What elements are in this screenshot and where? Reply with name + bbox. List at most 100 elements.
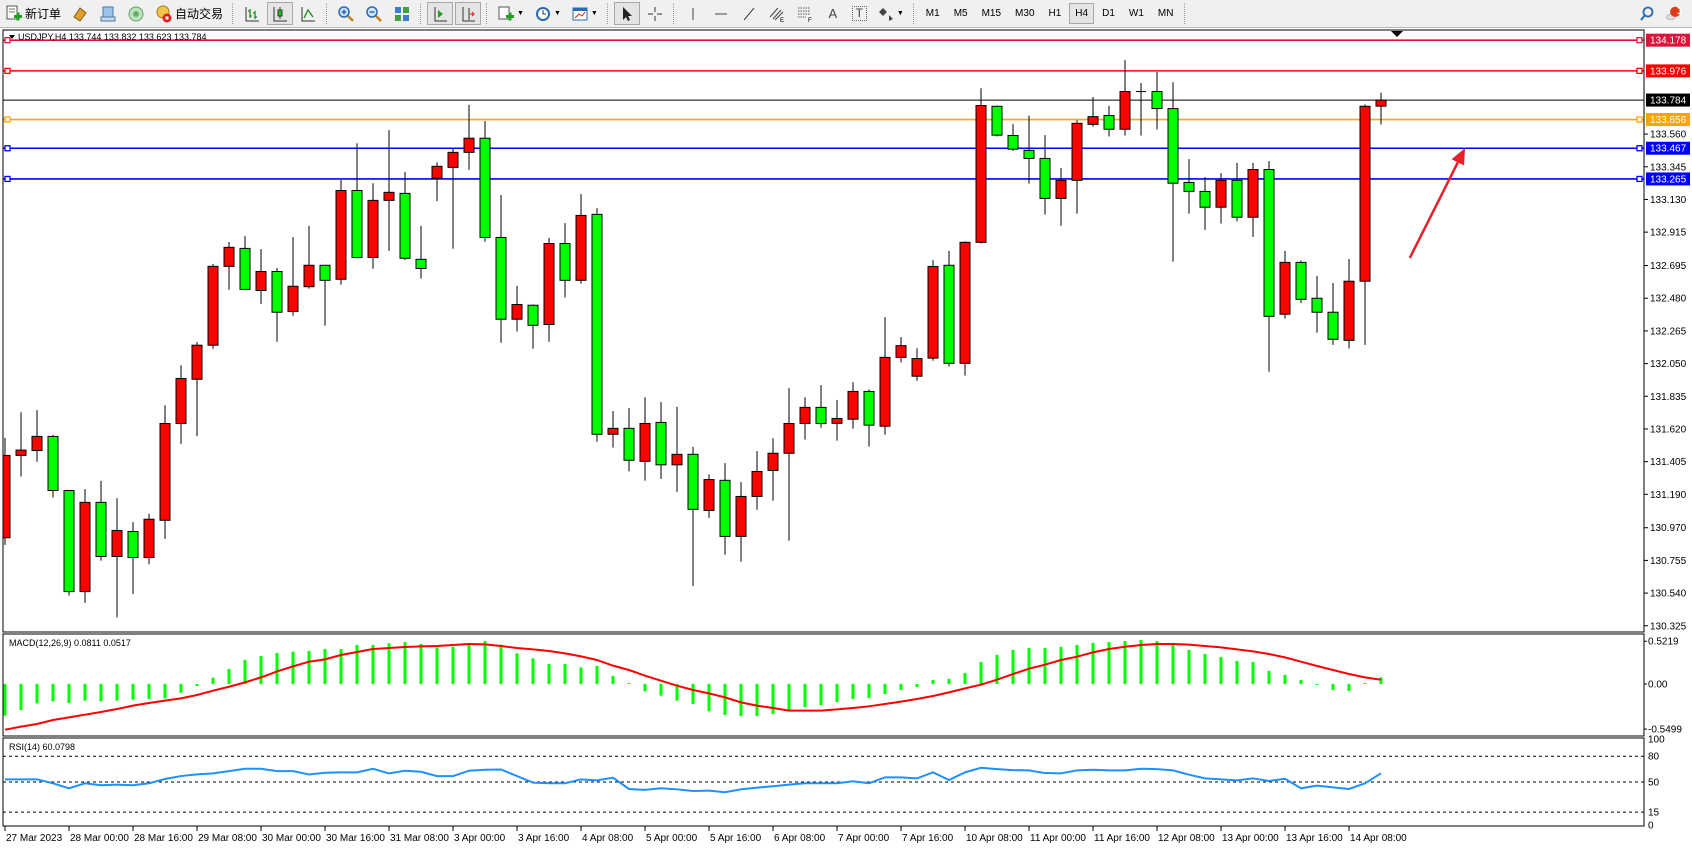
timeframe-m30[interactable]: M30 (1015, 8, 1035, 19)
line-handle-icon[interactable] (1636, 116, 1643, 123)
text-button[interactable]: A (820, 2, 846, 25)
zoom-out-icon (366, 5, 382, 22)
candle-body (1151, 91, 1163, 110)
price-chart[interactable]: 133.560 133.345 133.130 132.915 132.695 132.4… (0, 28, 1692, 849)
periods-button[interactable]: ▼ (530, 2, 565, 25)
zoom-out-button[interactable] (361, 2, 387, 25)
text-label-button[interactable]: T (848, 2, 871, 25)
price-tick-label: 130.325 (1650, 621, 1687, 632)
search-button[interactable] (1635, 2, 1659, 25)
time-label: 13 Apr 16:00 (1286, 833, 1343, 844)
line-handle-icon[interactable] (1636, 37, 1643, 44)
price-label: 133.784 (1650, 96, 1687, 107)
timeframe-h1[interactable]: H1 (1048, 8, 1062, 19)
candle-body (1295, 261, 1307, 300)
macd-histogram-bar (931, 679, 935, 685)
candle (1311, 276, 1323, 333)
timeframe-w1[interactable]: W1 (1128, 8, 1144, 19)
macd-histogram-bar (227, 669, 231, 685)
line-handle-icon[interactable] (1636, 67, 1643, 75)
macd-histogram-bar (675, 684, 679, 701)
fibonacci-button[interactable]: F (792, 2, 818, 25)
auto-scroll-button[interactable] (455, 2, 482, 25)
line-handle-icon[interactable] (4, 116, 11, 123)
candle (3, 437, 11, 545)
indicators-button[interactable]: ▼ (493, 2, 528, 25)
market-watch-button[interactable] (67, 2, 93, 25)
candle-body (31, 435, 43, 452)
signals-button[interactable] (123, 2, 149, 25)
zoom-in-button[interactable] (333, 2, 359, 25)
candle (1327, 283, 1339, 345)
chart-shift-marker-icon[interactable] (1391, 31, 1403, 37)
horizontal-line-button[interactable] (708, 2, 734, 25)
signals-icon (128, 6, 144, 21)
tile-windows-button[interactable] (389, 2, 415, 25)
navigator-button[interactable] (95, 2, 121, 25)
templates-button[interactable]: ▼ (567, 2, 602, 25)
timeframe-m5[interactable]: M5 (953, 8, 968, 19)
notification-button[interactable]: 1 (1661, 2, 1685, 25)
candle-body (1215, 179, 1227, 208)
cursor-button[interactable] (613, 2, 640, 25)
candle (95, 480, 107, 561)
time-label: 30 Mar 00:00 (262, 833, 321, 844)
timeframe-mn[interactable]: MN (1157, 8, 1174, 19)
toolbar: 新订单 自动交易 ▼ ▼ ▼ E F A T ▼ M1 M5 M15 M30 H1 H4 D… (0, 0, 1692, 28)
collapse-triangle-icon[interactable] (9, 35, 15, 39)
line-handle-icon[interactable] (1636, 175, 1643, 183)
price-label-badge (1646, 141, 1690, 155)
fib-letter: F (808, 18, 812, 23)
candle-body (47, 435, 59, 492)
line-handle-icon[interactable] (4, 37, 11, 44)
annotation-arrow-head-icon[interactable] (1451, 148, 1465, 166)
crosshair-button[interactable] (642, 2, 668, 25)
candle (847, 382, 859, 429)
candle-body (831, 417, 843, 424)
time-label: 27 Mar 2023 (6, 833, 63, 844)
candle (383, 130, 395, 251)
macd-histogram-bar (627, 683, 631, 685)
vertical-line-button[interactable] (680, 2, 706, 25)
vertical-line-icon (692, 7, 694, 20)
bar-chart-button[interactable] (239, 2, 265, 25)
chevron-down-icon: ▼ (517, 10, 524, 17)
candlestick-button[interactable] (267, 2, 294, 25)
main-pane (3, 37, 1644, 618)
line-handle-icon[interactable] (4, 175, 11, 183)
line-handle-icon[interactable] (4, 67, 11, 75)
equidistant-channel-button[interactable]: E (764, 2, 790, 25)
rsi-axis-label: 0 (1648, 821, 1654, 832)
candle (1007, 124, 1019, 151)
annotation-arrow-shaft[interactable] (1408, 161, 1459, 259)
candle-body (767, 452, 779, 471)
macd-histogram-bar (483, 641, 487, 685)
candle-body (287, 285, 299, 312)
timeframe-h4[interactable]: H4 (1069, 3, 1095, 24)
line-chart-button[interactable] (295, 2, 321, 25)
macd-histogram-bar (787, 684, 791, 711)
auto-trading-button[interactable]: 自动交易 (151, 2, 227, 25)
trendline-button[interactable] (736, 2, 762, 25)
chart-window[interactable]: 133.560 133.345 133.130 132.915 132.695 132.4… (0, 28, 1692, 849)
notification-icon (1666, 6, 1681, 20)
candle (239, 236, 251, 290)
candle-body (959, 241, 971, 364)
line-handle-icon[interactable] (4, 145, 11, 152)
macd-histogram-bar (1155, 641, 1159, 685)
new-order-button[interactable]: 新订单 (1, 2, 65, 25)
chart-shift-button[interactable] (427, 2, 454, 25)
timeframe-m15[interactable]: M15 (981, 8, 1002, 19)
candle (1055, 167, 1067, 226)
timeframe-m1[interactable]: M1 (925, 8, 940, 19)
timeframe-d1[interactable]: D1 (1102, 8, 1115, 19)
macd-histogram-bar (147, 684, 151, 700)
candle-body (351, 189, 363, 259)
line-handle-icon[interactable] (1636, 145, 1643, 152)
arrows-button[interactable]: ▼ (873, 2, 908, 25)
candle (1231, 162, 1243, 222)
macd-histogram-bar (723, 684, 727, 716)
candle (687, 447, 699, 586)
auto-scroll-icon (462, 6, 476, 21)
macd-histogram-bar (83, 684, 87, 701)
